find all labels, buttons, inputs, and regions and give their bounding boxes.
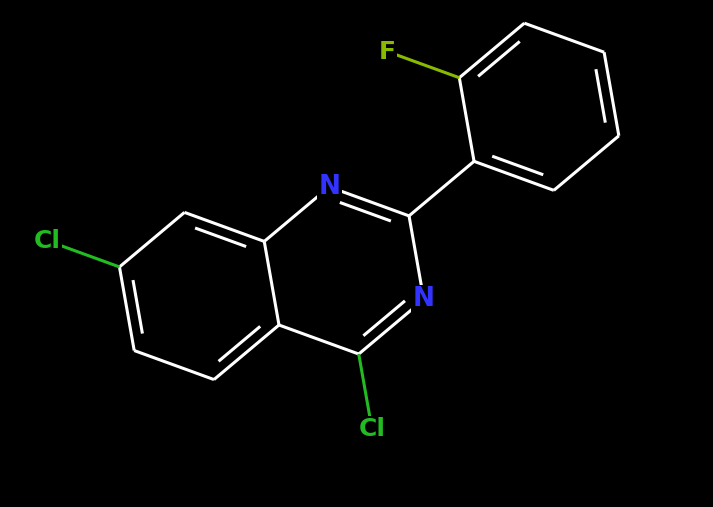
Text: Cl: Cl — [359, 417, 386, 441]
Text: F: F — [379, 40, 396, 63]
Text: N: N — [318, 174, 340, 200]
Text: Cl: Cl — [34, 229, 61, 253]
Text: N: N — [413, 286, 435, 312]
